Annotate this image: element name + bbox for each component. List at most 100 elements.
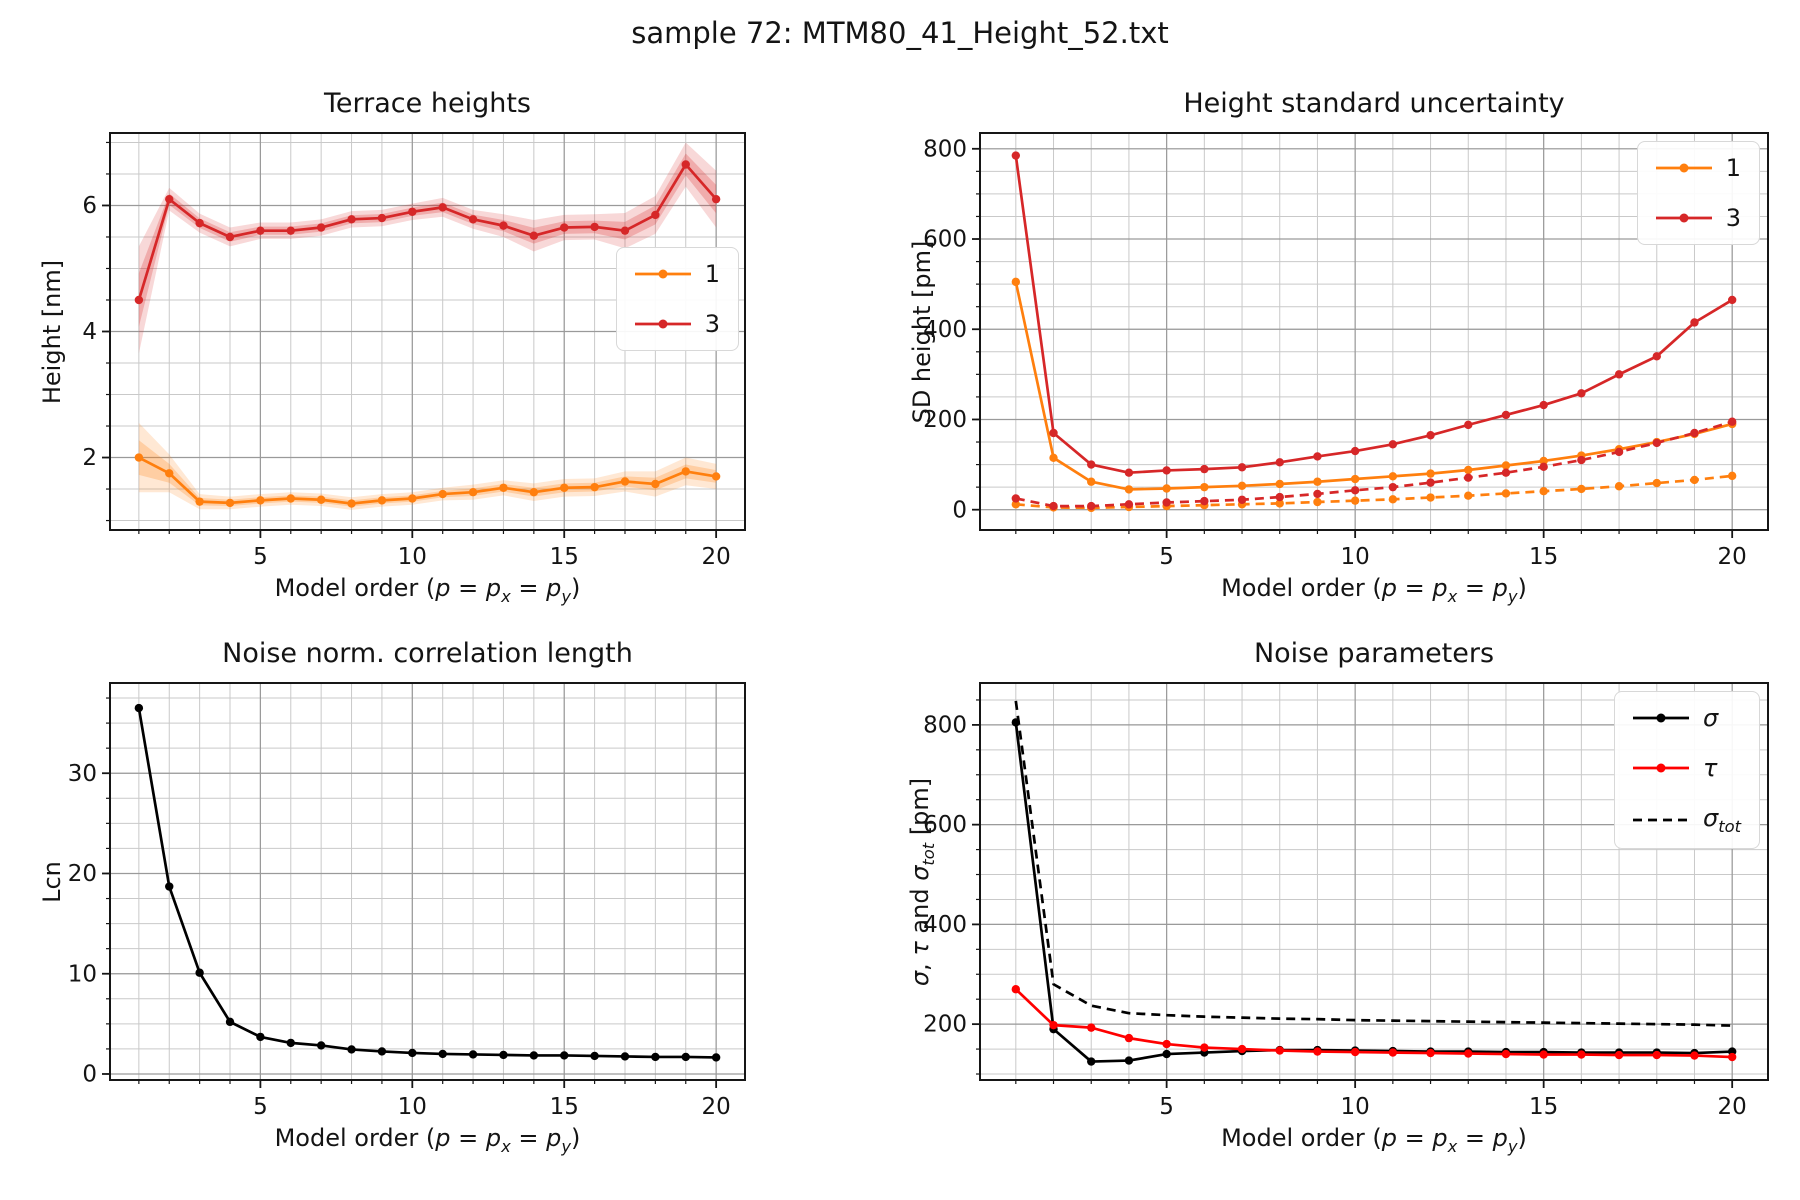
x-axis-label: Model order (p = px = py)	[274, 574, 581, 606]
series-line	[1014, 155, 1733, 475]
y-tick-label: 800	[923, 712, 967, 738]
y-tick-label: 4	[82, 319, 97, 345]
grid	[980, 133, 1768, 530]
y-tick-label: 2	[82, 445, 97, 471]
series-line	[1015, 420, 1733, 508]
legend-label: 1	[704, 260, 720, 288]
grid	[110, 133, 745, 530]
y-tick-label: 6	[82, 193, 97, 219]
series-markers	[1011, 985, 1737, 1062]
x-tick-label: 15	[1529, 544, 1558, 570]
legend-item: σtot	[1633, 804, 1741, 836]
x-tick-label: 15	[550, 544, 579, 570]
legend-line-sample	[634, 269, 691, 279]
legend-label: 3	[1725, 204, 1741, 232]
y-tick-label: 0	[952, 497, 967, 523]
legend-label: σtot	[1703, 804, 1741, 836]
x-tick-label: 15	[1529, 1094, 1558, 1120]
x-axis-label: Model order (p = px = py)	[1221, 574, 1527, 606]
axes-spines	[979, 132, 1769, 531]
panel-noise-correlation-length: Noise norm. correlation length Lcn Model…	[38, 638, 746, 1156]
series-line	[1014, 722, 1733, 1063]
y-tick-label: 0	[82, 1062, 97, 1088]
y-tick-label: 30	[68, 761, 97, 787]
y-axis-label: σ, τ and σtot [pm]	[906, 777, 938, 986]
legend-line-sample	[1655, 213, 1712, 223]
legend-line-sample	[1633, 713, 1689, 723]
legend-line-sample	[1655, 163, 1712, 173]
series-lines	[134, 703, 721, 1062]
series-lines	[134, 160, 721, 508]
y-tick-label: 600	[923, 812, 967, 838]
series-line	[137, 163, 718, 301]
y-tick-label: 200	[923, 1012, 967, 1038]
series-markers	[134, 453, 721, 508]
series-lines	[1011, 151, 1737, 513]
x-tick-label: 20	[1718, 1094, 1747, 1120]
legend-line-sample	[1633, 763, 1689, 773]
x-tick-label: 5	[253, 544, 268, 570]
x-tick-label: 5	[253, 1094, 268, 1120]
series-markers	[1011, 151, 1737, 477]
axes-spines	[109, 132, 746, 531]
axes-spines	[109, 682, 746, 1081]
y-tick-label: 600	[923, 227, 967, 253]
chart-title: Terrace heights	[324, 88, 531, 119]
x-axis-label: Model order (p = px = py)	[274, 1124, 581, 1156]
panel-height-standard-uncertainty: Height standard uncertainty SD height [p…	[908, 88, 1769, 606]
y-tick-label: 400	[923, 912, 967, 938]
legend-item: 1	[634, 260, 720, 288]
series-line	[138, 456, 717, 505]
axis-ticks: 5 10 15 20 2 4 6	[82, 141, 731, 570]
legend-label: σ	[1703, 704, 1719, 732]
legend-line-sample	[1633, 818, 1689, 822]
legend-item: 3	[634, 310, 720, 338]
legend-item: σ	[1633, 704, 1741, 732]
chart-title: Noise parameters	[1253, 638, 1495, 669]
x-tick-label: 20	[701, 1094, 730, 1120]
y-tick-label: 400	[923, 317, 967, 343]
legend-label: 1	[1725, 154, 1741, 182]
legend-item: τ	[1633, 754, 1741, 782]
panel-noise-parameters: Noise parameters σ, τ and σtot [pm] Mode…	[906, 638, 1769, 1156]
series-markers	[134, 703, 721, 1062]
figure-title: sample 72: MTM80_41_Height_52.txt	[631, 16, 1169, 50]
y-tick-label: 10	[68, 961, 97, 987]
axis-ticks: 5 10 15 20 200 400 600 800	[923, 699, 1747, 1120]
x-tick-label: 5	[1159, 1094, 1174, 1120]
axes-spines	[979, 682, 1769, 1081]
series-line	[1014, 281, 1733, 491]
legend-label: 3	[704, 310, 720, 338]
series-markers	[134, 160, 721, 305]
x-tick-label: 20	[1718, 544, 1747, 570]
chart-title: Noise norm. correlation length	[222, 638, 633, 669]
legend-line-sample	[634, 319, 691, 329]
series-line	[137, 707, 717, 1059]
y-tick-label: 800	[923, 136, 967, 162]
legend-label: τ	[1703, 754, 1718, 782]
series-line	[1014, 988, 1733, 1059]
x-axis-label: Model order (p = px = py)	[1221, 1124, 1527, 1156]
y-axis-label: Lcn	[38, 860, 66, 903]
y-tick-label: 20	[68, 861, 97, 887]
x-tick-label: 10	[398, 544, 427, 570]
panel-terrace-heights: Terrace heights Height [nm] Model order …	[38, 88, 746, 606]
y-axis-label: Height [nm]	[38, 259, 66, 404]
x-tick-label: 10	[398, 1094, 427, 1120]
noise-correlation-length-chart: 5 10 15 20 0 10 20 30	[68, 682, 746, 1120]
legend-item: 1	[1655, 154, 1741, 182]
legend: σ τ σtot	[1614, 691, 1760, 849]
x-tick-label: 10	[1341, 1094, 1370, 1120]
legend-item: 3	[1655, 204, 1741, 232]
chart-title: Height standard uncertainty	[1183, 88, 1565, 119]
x-tick-label: 15	[550, 1094, 579, 1120]
axis-ticks: 5 10 15 20 0 10 20 30	[68, 697, 731, 1120]
x-tick-label: 5	[1159, 544, 1174, 570]
y-tick-label: 200	[923, 407, 967, 433]
x-tick-label: 20	[701, 544, 730, 570]
